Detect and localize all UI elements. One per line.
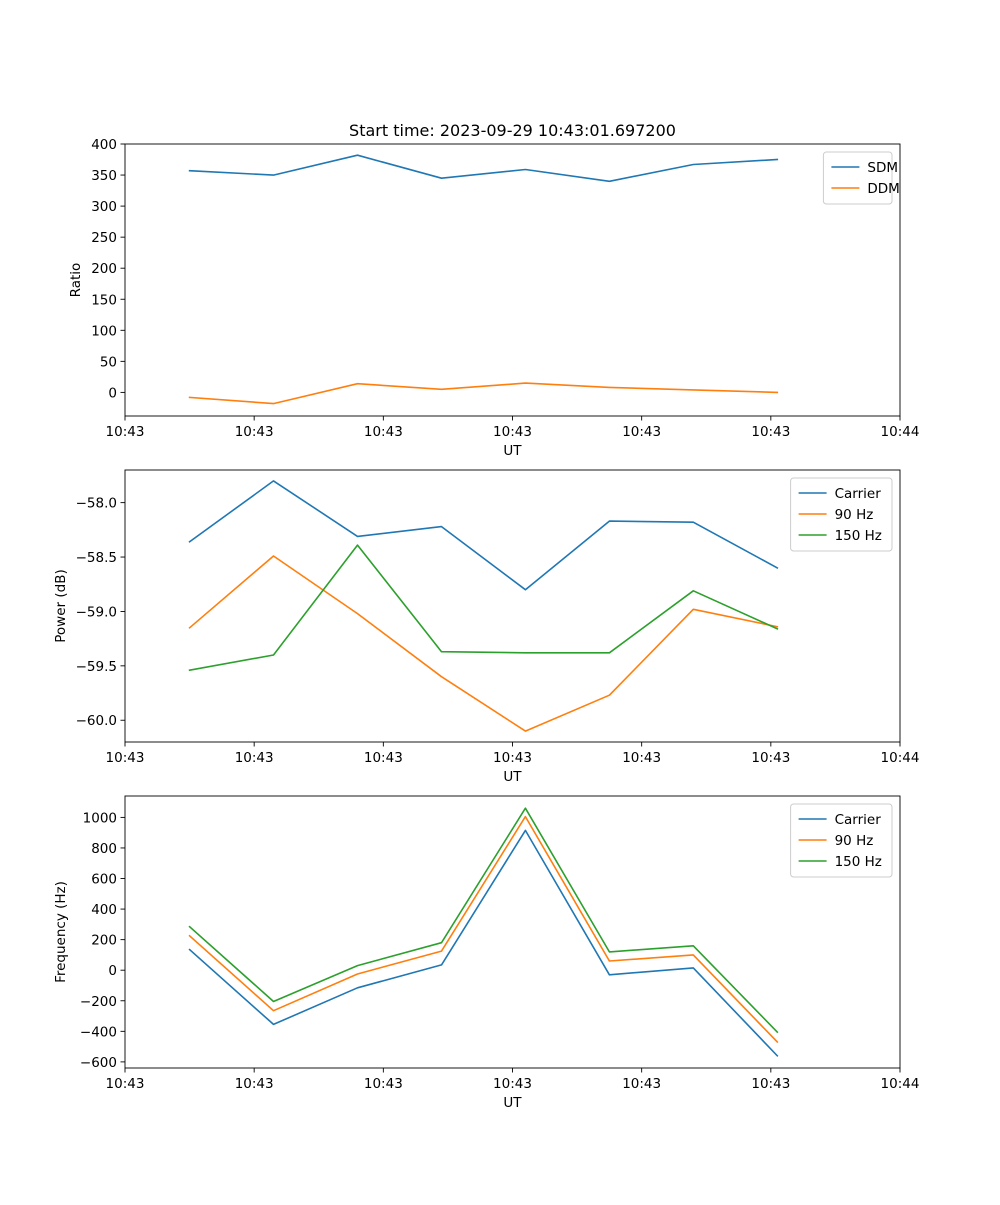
series-line-150-hz [188, 544, 779, 672]
legend-box [790, 803, 893, 878]
x-axis-label: UT [503, 769, 522, 785]
y-tick-label: −60.0 [76, 713, 117, 729]
x-tick-label: 10:43 [364, 1076, 403, 1092]
series-line-90-hz [188, 555, 779, 732]
x-tick-label: 10:43 [235, 750, 274, 766]
y-tick-label: 250 [91, 230, 117, 246]
y-axis-label: Ratio [68, 263, 84, 298]
y-tick-label: 200 [91, 933, 117, 949]
series-line-150-hz [188, 807, 779, 1034]
y-tick-label: 0 [108, 963, 117, 979]
legend-label: DDM [867, 181, 899, 197]
chart-panel-3: 10:43 10:43 10:43 10:43 10:43 10:43 10:44 −600 −… [53, 795, 920, 1111]
y-tick-label: 600 [91, 872, 117, 888]
y-tick-label: 200 [91, 261, 117, 277]
x-axis-label: UT [503, 443, 522, 459]
y-axis-label: Power (dB) [53, 569, 69, 642]
y-tick-label: 800 [91, 841, 117, 857]
y-tick-label: 150 [91, 292, 117, 308]
legend-label: 150 Hz [835, 528, 882, 544]
y-tick-label: −400 [80, 1024, 117, 1040]
y-tick-label: −200 [80, 994, 117, 1010]
x-tick-label: 10:43 [622, 424, 661, 440]
chart-panel-2: 10:43 10:43 10:43 10:43 10:43 10:43 10:44 −60.0… [53, 469, 920, 785]
y-tick-label: 1000 [83, 810, 117, 826]
x-axis-label: UT [503, 1095, 522, 1111]
series-line-sdm [188, 154, 779, 183]
y-tick-label: −59.5 [76, 659, 117, 675]
x-tick-label: 10:43 [622, 750, 661, 766]
legend-label: SDM [867, 160, 898, 176]
x-tick-label: 10:43 [751, 750, 790, 766]
y-tick-label: 50 [100, 354, 117, 370]
chart-panel-1: 10:43 10:43 10:43 10:43 10:43 10:43 10:44 0 50 10… [68, 121, 919, 459]
legend-label: 150 Hz [835, 854, 882, 870]
y-tick-label: 100 [91, 323, 117, 339]
legend-box [790, 477, 893, 552]
y-tick-label: 300 [91, 199, 117, 215]
x-tick-label: 10:43 [364, 424, 403, 440]
series-line-90-hz [188, 815, 779, 1044]
x-tick-label: 10:44 [881, 1076, 920, 1092]
x-tick-label: 10:43 [106, 750, 145, 766]
y-tick-label: −600 [80, 1055, 117, 1071]
x-tick-label: 10:43 [622, 1076, 661, 1092]
axes-frame [124, 143, 901, 417]
x-tick-label: 10:43 [493, 424, 532, 440]
x-tick-label: 10:43 [364, 750, 403, 766]
legend-label: 90 Hz [835, 833, 874, 849]
chart-title: Start time: 2023-09-29 10:43:01.697200 [349, 121, 676, 140]
y-tick-label: 400 [91, 902, 117, 918]
x-tick-label: 10:43 [493, 1076, 532, 1092]
x-tick-label: 10:43 [493, 750, 532, 766]
x-tick-label: 10:43 [106, 1076, 145, 1092]
x-tick-label: 10:44 [881, 750, 920, 766]
axes-frame [124, 469, 901, 743]
legend-label: Carrier [835, 486, 882, 502]
legend-label: Carrier [835, 812, 882, 828]
legend-label: 90 Hz [835, 507, 874, 523]
y-axis-label: Frequency (Hz) [53, 881, 69, 983]
y-tick-label: 350 [91, 168, 117, 184]
x-tick-label: 10:43 [235, 1076, 274, 1092]
y-tick-label: −58.0 [76, 496, 117, 512]
x-tick-label: 10:43 [106, 424, 145, 440]
x-tick-label: 10:43 [235, 424, 274, 440]
series-line-carrier [188, 829, 779, 1057]
y-tick-label: −58.5 [76, 550, 117, 566]
legend-box [822, 151, 893, 205]
x-tick-label: 10:43 [751, 424, 790, 440]
x-tick-label: 10:44 [881, 424, 920, 440]
x-tick-label: 10:43 [751, 1076, 790, 1092]
y-tick-label: 0 [108, 385, 117, 401]
y-tick-label: −59.0 [76, 604, 117, 620]
series-line-carrier [188, 480, 779, 591]
y-tick-label: 400 [91, 137, 117, 153]
series-line-ddm [188, 382, 779, 405]
